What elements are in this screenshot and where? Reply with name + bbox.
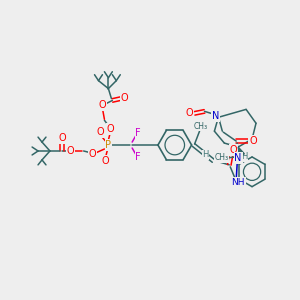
Text: O: O bbox=[230, 145, 237, 155]
Text: H: H bbox=[241, 152, 247, 161]
Text: N: N bbox=[212, 111, 219, 121]
Text: O: O bbox=[58, 133, 66, 143]
Polygon shape bbox=[238, 147, 244, 156]
Text: O: O bbox=[106, 124, 114, 134]
Text: O: O bbox=[99, 100, 106, 110]
Text: NH: NH bbox=[231, 178, 245, 187]
Text: H: H bbox=[202, 151, 209, 160]
Text: O: O bbox=[97, 127, 104, 137]
Text: CH₃: CH₃ bbox=[214, 153, 228, 162]
Text: F: F bbox=[135, 128, 141, 138]
Text: CH₃: CH₃ bbox=[194, 122, 208, 131]
Text: O: O bbox=[67, 146, 75, 156]
Text: O: O bbox=[249, 136, 257, 146]
Text: O: O bbox=[186, 108, 194, 118]
Text: F: F bbox=[135, 152, 141, 162]
Text: P: P bbox=[105, 140, 111, 150]
Text: O: O bbox=[102, 156, 109, 166]
Text: N: N bbox=[235, 153, 242, 163]
Text: O: O bbox=[120, 94, 128, 103]
Text: O: O bbox=[89, 149, 96, 159]
